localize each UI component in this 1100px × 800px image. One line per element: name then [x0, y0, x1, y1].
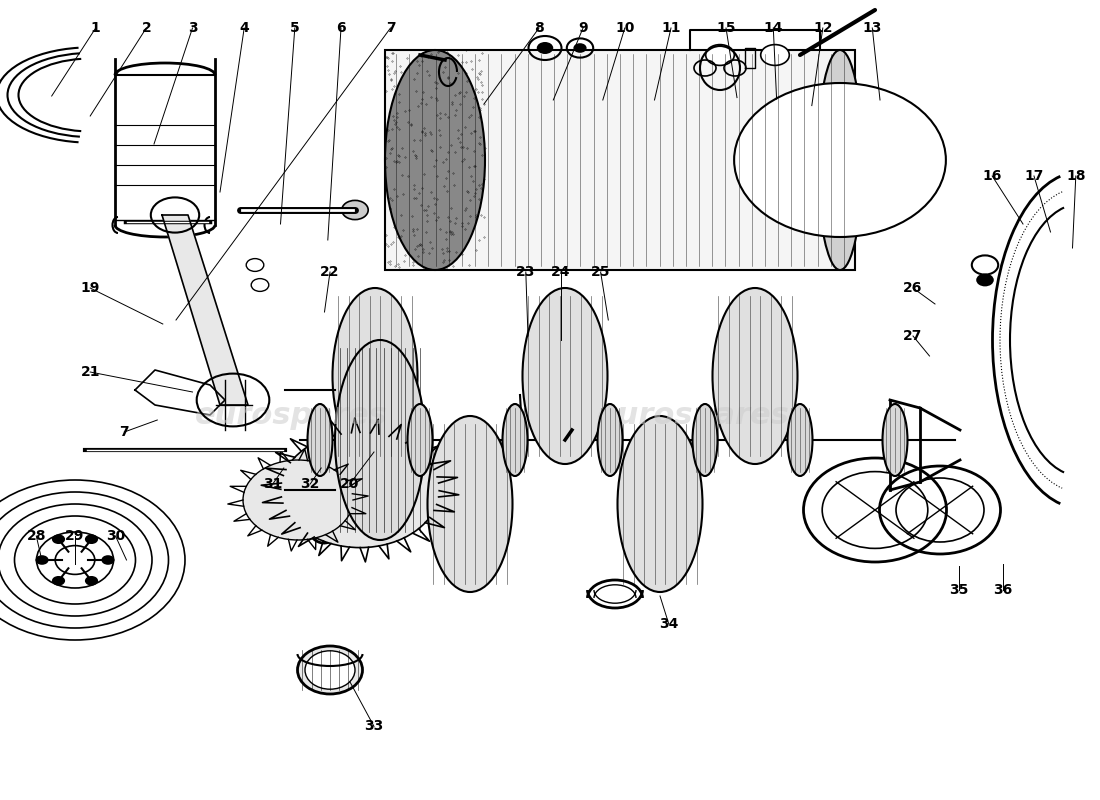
- Circle shape: [85, 534, 98, 544]
- Text: 31: 31: [263, 477, 283, 491]
- Text: eurospares: eurospares: [596, 402, 790, 430]
- Text: 12: 12: [813, 21, 833, 35]
- Text: 13: 13: [862, 21, 882, 35]
- Text: 2: 2: [142, 21, 151, 35]
- Ellipse shape: [385, 50, 485, 270]
- Ellipse shape: [617, 416, 703, 592]
- Circle shape: [761, 45, 790, 66]
- Ellipse shape: [428, 416, 513, 592]
- Ellipse shape: [713, 288, 798, 464]
- Text: 28: 28: [26, 529, 46, 543]
- Ellipse shape: [788, 404, 813, 476]
- Text: 7: 7: [120, 425, 129, 439]
- Polygon shape: [162, 215, 248, 405]
- Text: 14: 14: [763, 21, 783, 35]
- Text: 6: 6: [337, 21, 345, 35]
- Circle shape: [85, 576, 98, 586]
- Ellipse shape: [407, 404, 432, 476]
- Ellipse shape: [336, 340, 425, 540]
- Circle shape: [332, 470, 387, 510]
- Text: eurospares: eurospares: [195, 402, 388, 430]
- Text: 8: 8: [535, 21, 543, 35]
- Ellipse shape: [882, 404, 908, 476]
- Circle shape: [101, 555, 114, 565]
- Text: 23: 23: [516, 265, 536, 279]
- Text: 16: 16: [982, 169, 1002, 183]
- Text: 19: 19: [80, 281, 100, 295]
- Text: 10: 10: [615, 21, 635, 35]
- Ellipse shape: [503, 404, 528, 476]
- Bar: [385, 50, 855, 270]
- Text: 15: 15: [716, 21, 736, 35]
- Circle shape: [35, 555, 48, 565]
- Text: 21: 21: [80, 365, 100, 379]
- Text: 17: 17: [1024, 169, 1044, 183]
- Text: 22: 22: [320, 265, 340, 279]
- Text: 26: 26: [903, 281, 923, 295]
- Ellipse shape: [693, 404, 717, 476]
- Circle shape: [976, 274, 993, 286]
- Text: 25: 25: [591, 265, 611, 279]
- Ellipse shape: [522, 288, 607, 464]
- Text: 29: 29: [65, 529, 85, 543]
- Ellipse shape: [297, 646, 363, 694]
- Text: 20: 20: [340, 477, 360, 491]
- Circle shape: [734, 83, 946, 237]
- Circle shape: [243, 460, 353, 540]
- Text: 4: 4: [240, 21, 249, 35]
- Ellipse shape: [305, 651, 355, 690]
- Text: 27: 27: [903, 329, 923, 343]
- Text: 9: 9: [579, 21, 587, 35]
- Text: 7: 7: [386, 21, 395, 35]
- Ellipse shape: [817, 50, 862, 270]
- Text: 18: 18: [1066, 169, 1086, 183]
- Circle shape: [52, 576, 65, 586]
- Text: 1: 1: [91, 21, 100, 35]
- Text: 30: 30: [106, 529, 125, 543]
- Ellipse shape: [597, 404, 623, 476]
- Ellipse shape: [308, 404, 332, 476]
- Circle shape: [537, 42, 553, 54]
- Text: 33: 33: [364, 719, 384, 734]
- Text: 34: 34: [659, 617, 679, 631]
- Text: 5: 5: [290, 21, 299, 35]
- Circle shape: [280, 433, 439, 548]
- Circle shape: [52, 534, 65, 544]
- Text: 32: 32: [300, 477, 320, 491]
- Text: 35: 35: [949, 583, 969, 598]
- Text: 36: 36: [993, 583, 1013, 598]
- Circle shape: [573, 43, 586, 53]
- Text: 3: 3: [188, 21, 197, 35]
- Ellipse shape: [332, 288, 418, 464]
- Circle shape: [706, 45, 735, 66]
- Circle shape: [342, 200, 369, 219]
- Text: 11: 11: [661, 21, 681, 35]
- Text: 24: 24: [551, 265, 571, 279]
